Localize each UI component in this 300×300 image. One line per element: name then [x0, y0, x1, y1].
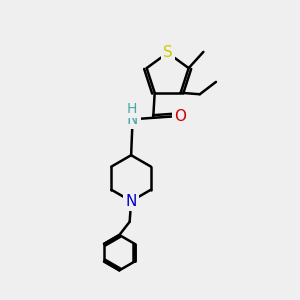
- Text: N: N: [125, 194, 137, 208]
- Text: O: O: [174, 109, 186, 124]
- Text: N: N: [127, 112, 138, 127]
- Text: S: S: [163, 45, 172, 60]
- Text: H: H: [127, 102, 137, 116]
